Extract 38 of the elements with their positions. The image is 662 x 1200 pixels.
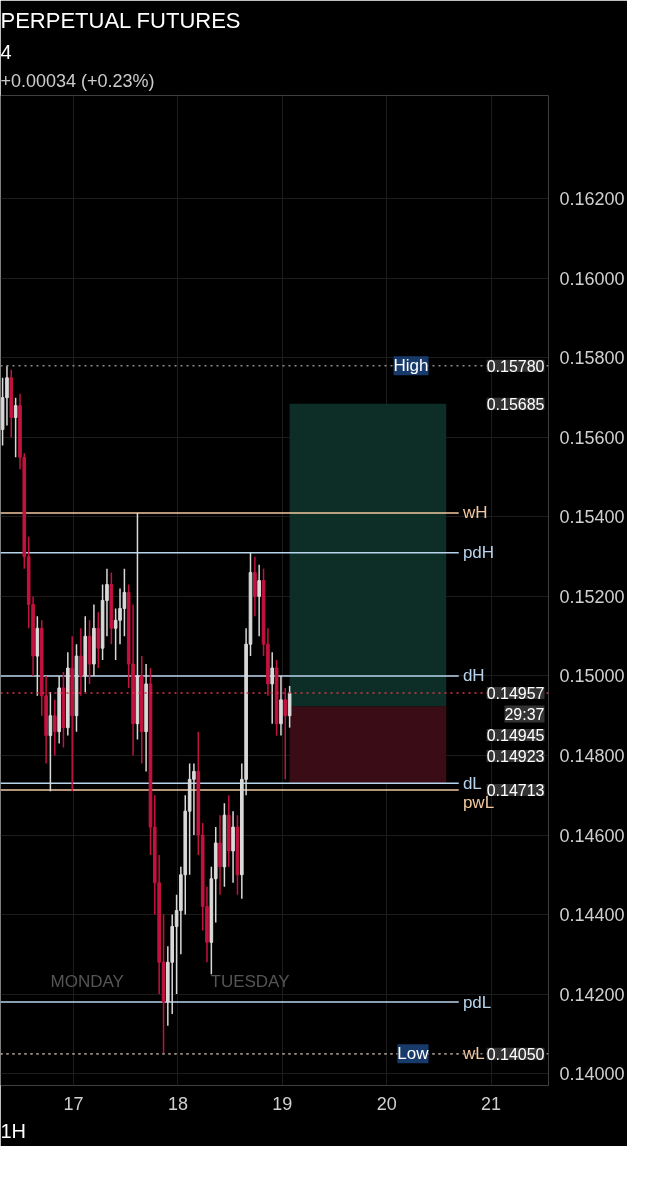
- ref-line-label: pdL: [462, 992, 492, 1012]
- ref-line-label: Low: [397, 1044, 430, 1064]
- y-tick-label: 0.14200: [559, 984, 625, 1005]
- y-tick-label: 0.16200: [559, 189, 625, 210]
- x-tick-label: 18: [167, 1093, 188, 1114]
- y-tick-label: 0.14600: [559, 825, 625, 846]
- ref-line-label: dL: [462, 773, 482, 793]
- ref-line-label: dH: [462, 666, 485, 686]
- y-tick-label: 0.15600: [559, 427, 625, 448]
- x-tick-label: 19: [272, 1093, 293, 1114]
- y-tick-label: 0.14400: [559, 905, 625, 926]
- y-tick-label: 0.16000: [559, 268, 625, 289]
- y-tick-label: 0.14800: [559, 746, 625, 766]
- chart-title: PERPETUAL FUTURES: [0, 7, 241, 33]
- text: 4: [0, 40, 12, 63]
- y-tick-label: 0.14000: [559, 1064, 625, 1085]
- band-label: 0.14923: [486, 748, 545, 766]
- x-tick-label: 17: [63, 1093, 84, 1114]
- annotation: 0.15780: [486, 357, 545, 375]
- x-tick-label: 20: [376, 1093, 397, 1114]
- y-tick-label: 0.15400: [559, 507, 625, 528]
- text: 1H: [0, 1119, 27, 1142]
- annotation: TUESDAY: [210, 971, 290, 991]
- band-label: 0.15685: [486, 395, 545, 413]
- y-tick-label: 0.15200: [559, 586, 625, 607]
- ref-line-label: wH: [461, 503, 488, 523]
- annotation: 0.14945: [486, 727, 545, 745]
- ref-line-label: pdH: [462, 543, 495, 563]
- annotation: 0.14957: [486, 685, 545, 703]
- ref-line-label: wL: [461, 1044, 485, 1064]
- annotation: 29:37: [504, 705, 545, 723]
- chart-subtitle: +0.00034 (+0.23%): [0, 70, 155, 91]
- y-tick-label: 0.15000: [559, 666, 625, 687]
- annotation: MONDAY: [50, 971, 124, 991]
- annotation: 0.14050: [486, 1045, 545, 1063]
- ref-line-label: High: [393, 356, 429, 376]
- y-tick-label: 0.15800: [559, 348, 625, 369]
- x-tick-label: 21: [481, 1093, 502, 1114]
